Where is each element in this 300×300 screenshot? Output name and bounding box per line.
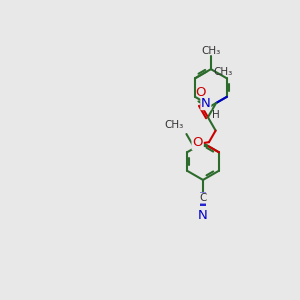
Text: H: H <box>212 110 220 120</box>
Text: CH₃: CH₃ <box>213 67 232 77</box>
Text: C: C <box>199 193 207 203</box>
Text: CH₃: CH₃ <box>201 46 220 56</box>
Text: O: O <box>196 86 206 100</box>
Text: O: O <box>193 136 203 149</box>
Text: O: O <box>192 136 203 149</box>
Text: N: N <box>201 97 211 110</box>
Text: CH₃: CH₃ <box>165 120 184 130</box>
Text: N: N <box>198 209 208 222</box>
